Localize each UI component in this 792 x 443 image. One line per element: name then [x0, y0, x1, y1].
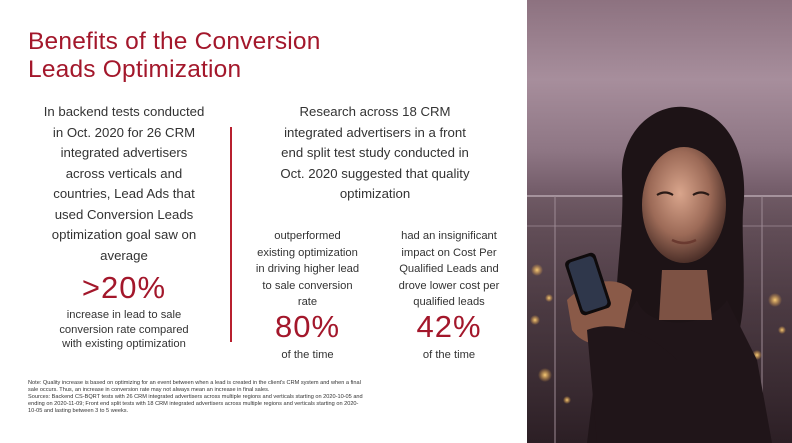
research-line: optimization — [339, 186, 411, 201]
backend-stat-value: >20% — [81, 270, 167, 305]
research-line: end split test study conducted in — [281, 145, 469, 160]
footnote: Note: Quality increase is based on optim… — [28, 380, 483, 415]
column-divider — [230, 127, 232, 342]
backend-line: countries, Lead Ads that — [53, 186, 195, 201]
footnote-line: ending on 2020-11-09; Front end split te… — [28, 400, 359, 407]
backend-line: in Oct. 2020 for 26 CRM — [52, 124, 196, 140]
title-line-2: Leads Optimization — [28, 56, 242, 83]
title-line-1: Benefits of the Conversion — [28, 28, 321, 55]
stat-1-line: rate — [297, 296, 318, 309]
footnote-line: sale occurs. Thus, an increase in conver… — [28, 386, 270, 393]
stat-2-value: 42% — [416, 309, 482, 344]
footnote-line: Sources: Backend CS-BQRT tests with 26 C… — [28, 393, 363, 400]
stat-1-time: of the time — [281, 349, 334, 361]
backend-line: optimization goal saw on — [51, 227, 197, 242]
stat-1-line: existing optimization — [257, 246, 358, 259]
stat-1-line: in driving higher lead — [255, 263, 360, 276]
footnote-line: 10-05 and lasting between 3 to 5 weeks. — [28, 407, 129, 414]
footnote-line: Note: Quality increase is based on optim… — [28, 380, 361, 386]
research-line: Research across 18 CRM — [299, 104, 451, 119]
research-line: Oct. 2020 suggested that quality — [280, 165, 470, 181]
backend-line: used Conversion Leads — [54, 206, 194, 222]
stat-1-description: outperformed existing optimization in dr… — [240, 228, 375, 311]
backend-stat-description: increase in lead to sale conversion rate… — [28, 308, 220, 352]
backend-line: average — [100, 247, 148, 263]
stat-1-line: outperformed — [274, 230, 341, 242]
stat-2-line: qualified leads — [413, 296, 485, 309]
slide-title: Benefits of the Conversion Leads Optimiz… — [28, 28, 428, 84]
backend-line: In backend tests conducted — [43, 104, 205, 119]
backend-stat-line: with existing optimization — [62, 338, 186, 350]
backend-line: integrated advertisers — [60, 145, 188, 160]
stat-2-line: had an insignificant — [401, 230, 497, 242]
stat-1-line: to sale conversion — [262, 279, 353, 292]
woman-using-phone-photo — [527, 0, 792, 443]
stat-2-line: Qualified Leads and — [399, 263, 499, 276]
photo-illustration — [527, 106, 792, 443]
research-description: Research across 18 CRM integrated advert… — [255, 102, 495, 205]
backend-stat-line: conversion rate compared — [59, 323, 189, 336]
backend-line: across verticals and — [65, 165, 183, 181]
backend-test-description: In backend tests conducted in Oct. 2020 … — [28, 102, 220, 266]
backend-stat-line: increase in lead to sale — [66, 309, 182, 321]
stat-1-value: 80% — [274, 309, 341, 344]
stat-2-description: had an insignificant impact on Cost Per … — [380, 228, 518, 311]
stat-2-time: of the time — [422, 349, 476, 361]
stat-2-line: impact on Cost Per — [401, 246, 497, 259]
stat-2-line: drove lower cost per — [398, 279, 500, 292]
research-line: integrated advertisers in a front — [284, 124, 466, 140]
